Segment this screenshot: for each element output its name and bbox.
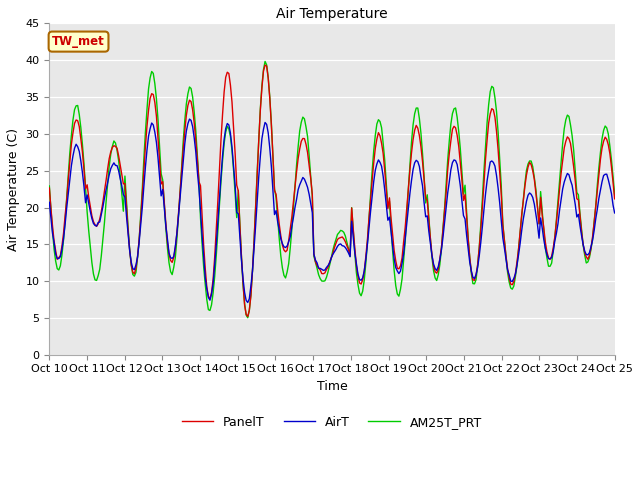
AM25T_PRT xyxy=(296,128,303,134)
AM25T_PRT xyxy=(243,312,250,318)
Text: TW_met: TW_met xyxy=(52,35,105,48)
AirT xyxy=(45,200,53,205)
AirT xyxy=(246,296,253,301)
PanelT xyxy=(115,153,122,159)
AM25T_PRT xyxy=(261,59,269,64)
AM25T_PRT xyxy=(45,183,53,189)
Title: Air Temperature: Air Temperature xyxy=(276,7,388,21)
PanelT xyxy=(233,182,241,188)
Line: PanelT: PanelT xyxy=(49,65,614,316)
AM25T_PRT xyxy=(244,315,252,321)
AirT xyxy=(611,210,618,216)
AM25T_PRT xyxy=(233,215,241,220)
AirT xyxy=(234,211,242,216)
AM25T_PRT xyxy=(115,157,122,163)
AirT xyxy=(244,300,252,305)
AM25T_PRT xyxy=(214,229,221,235)
AirT xyxy=(296,182,303,188)
PanelT xyxy=(244,313,252,319)
PanelT xyxy=(582,254,590,260)
AirT xyxy=(115,168,122,174)
AirT xyxy=(186,116,193,122)
PanelT xyxy=(45,185,53,191)
PanelT xyxy=(261,62,269,68)
PanelT xyxy=(611,196,618,202)
PanelT xyxy=(214,199,221,204)
Line: AM25T_PRT: AM25T_PRT xyxy=(49,61,614,318)
Line: AirT: AirT xyxy=(49,119,614,302)
AM25T_PRT xyxy=(611,192,618,197)
AirT xyxy=(582,252,590,257)
Legend: PanelT, AirT, AM25T_PRT: PanelT, AirT, AM25T_PRT xyxy=(177,411,487,434)
PanelT xyxy=(243,312,250,317)
AM25T_PRT xyxy=(582,260,590,266)
Y-axis label: Air Temperature (C): Air Temperature (C) xyxy=(7,128,20,251)
AirT xyxy=(216,197,223,203)
PanelT xyxy=(296,146,303,152)
X-axis label: Time: Time xyxy=(317,380,348,393)
